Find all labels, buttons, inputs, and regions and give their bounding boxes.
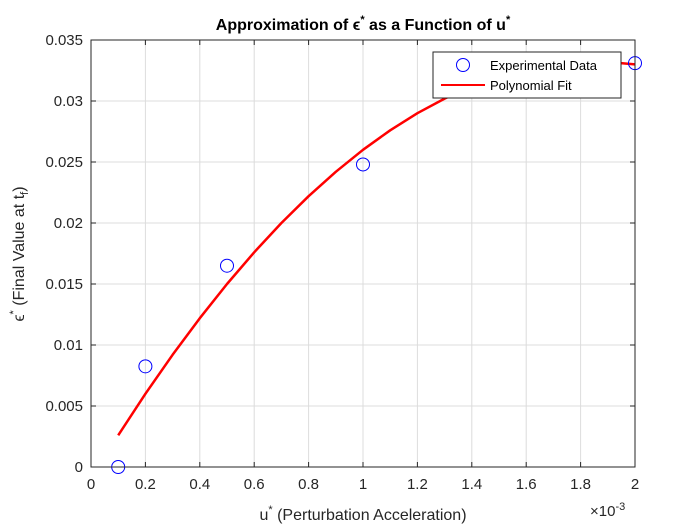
y-tick-label: 0.015 bbox=[45, 276, 83, 293]
title-epsilon: ϵ bbox=[353, 17, 361, 34]
x-tick-label: 0.4 bbox=[189, 476, 210, 493]
y-tick-label: 0.02 bbox=[54, 215, 83, 232]
x-tick-label: 2 bbox=[631, 476, 639, 493]
x-tick-label: 1 bbox=[359, 476, 367, 493]
ylabel-rest: (Final Value at t bbox=[11, 194, 28, 310]
title-middle: as a Function of u bbox=[365, 17, 506, 34]
x-exponent-base: ×10 bbox=[590, 503, 615, 520]
y-tick-label: 0.035 bbox=[45, 32, 83, 49]
ylabel-subscript: f bbox=[19, 191, 31, 195]
legend-marker-experimental bbox=[456, 58, 470, 72]
x-tick-label: 1.4 bbox=[461, 476, 482, 493]
legend-box bbox=[432, 51, 622, 99]
x-exponent-label: ×10-3 bbox=[590, 501, 625, 520]
title-prefix: Approximation of bbox=[216, 17, 353, 34]
chart-title: Approximation of ϵ* as a Function of u* bbox=[216, 14, 511, 34]
x-tick-label: 0.8 bbox=[298, 476, 319, 493]
experimental-data-point bbox=[220, 258, 234, 273]
tick-layer: 0 0.2 0.4 0.6 0.8 1 1.2 1.4 1.6 1.8 2 0 0.005 0.01 0.0… bbox=[45, 32, 639, 493]
y-tick-label: 0.025 bbox=[45, 154, 83, 171]
x-exponent-power: -3 bbox=[615, 501, 625, 513]
x-tick-label: 1.8 bbox=[570, 476, 591, 493]
x-tick-label: 0.2 bbox=[135, 476, 156, 493]
xlabel-base: u bbox=[259, 507, 268, 524]
ylabel-epsilon: ϵ bbox=[11, 314, 28, 321]
y-tick-label: 0.03 bbox=[54, 93, 83, 110]
ylabel-star: * bbox=[8, 309, 20, 314]
x-tick-label: 1.6 bbox=[516, 476, 537, 493]
title-star: * bbox=[360, 14, 365, 26]
xlabel-star: * bbox=[268, 504, 273, 516]
legend-label-polynomial: Polynomial Fit bbox=[490, 78, 572, 93]
experimental-data-point bbox=[138, 359, 153, 374]
title-star-2: * bbox=[506, 14, 511, 26]
ylabel-close: ) bbox=[11, 186, 28, 191]
y-tick-label: 0 bbox=[75, 459, 83, 476]
x-axis-label: u* (Perturbation Acceleration) bbox=[259, 504, 466, 524]
y-tick-label: 0.005 bbox=[45, 398, 83, 415]
legend: Experimental Data Polynomial Fit bbox=[432, 51, 622, 99]
x-tick-label: 0 bbox=[87, 476, 95, 493]
experimental-data-point bbox=[356, 157, 370, 172]
xlabel-rest: (Perturbation Acceleration) bbox=[273, 507, 467, 524]
legend-label-experimental: Experimental Data bbox=[490, 58, 598, 73]
y-tick-label: 0.01 bbox=[54, 337, 83, 354]
x-tick-label: 1.2 bbox=[407, 476, 428, 493]
y-axis-label: ϵ* (Final Value at tf) bbox=[8, 186, 31, 321]
x-tick-label: 0.6 bbox=[244, 476, 265, 493]
